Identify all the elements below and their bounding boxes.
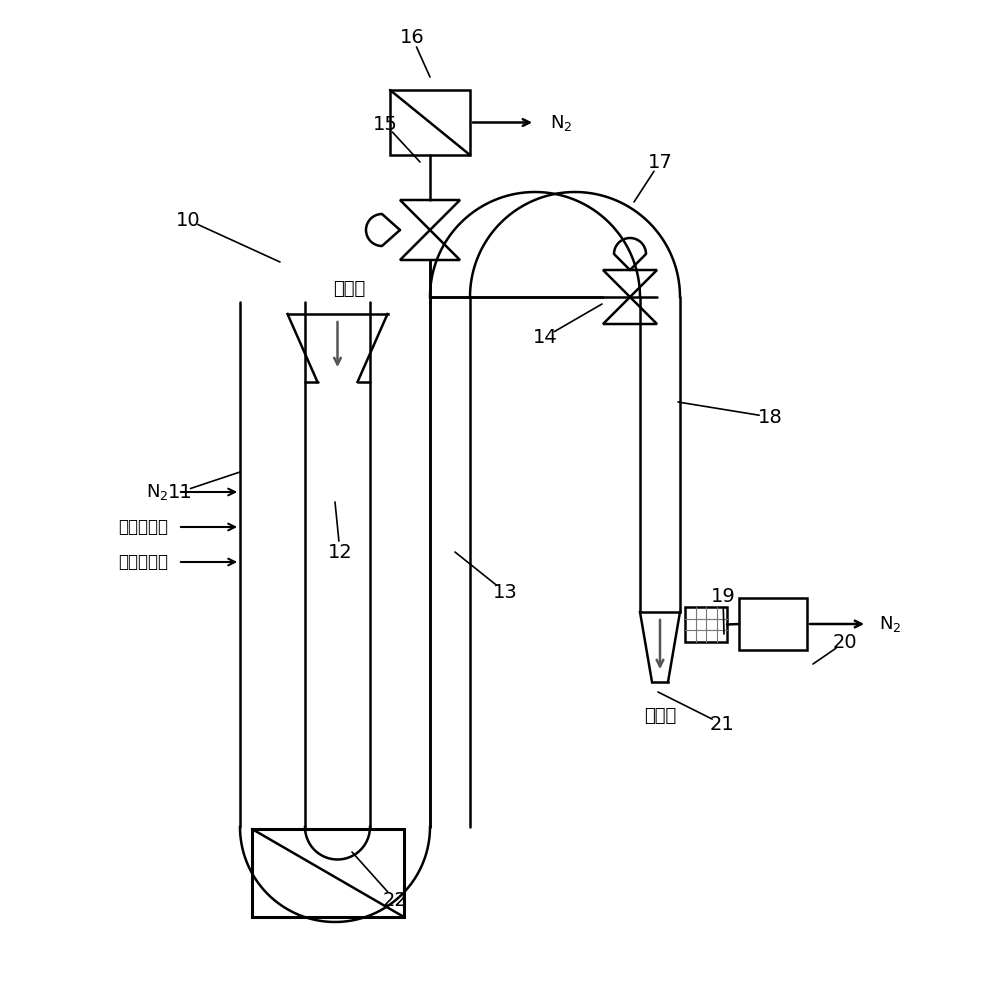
Text: 15: 15 [373,115,397,134]
Text: 10: 10 [176,210,200,230]
Text: N$_2$: N$_2$ [879,614,901,634]
Text: 16: 16 [400,27,424,46]
Text: 22: 22 [383,891,407,909]
Polygon shape [400,200,460,230]
Text: 12: 12 [328,542,352,562]
Polygon shape [603,270,657,297]
Polygon shape [603,297,657,324]
Text: 第二前驱体: 第二前驱体 [118,553,168,571]
Text: 出料口: 出料口 [644,707,676,725]
Bar [685,607,727,642]
Text: 18: 18 [758,408,782,426]
Text: 11: 11 [168,482,192,502]
Bar [390,90,470,155]
Text: 20: 20 [833,632,857,651]
Polygon shape [400,230,460,260]
Text: 19: 19 [711,587,735,607]
Text: 14: 14 [533,328,557,347]
Text: N$_2$: N$_2$ [550,113,572,133]
Text: 第一前驱体: 第一前驱体 [118,518,168,536]
Text: 13: 13 [493,582,517,602]
Bar [252,829,404,917]
Text: 17: 17 [648,152,672,172]
Text: 21: 21 [710,715,734,734]
Text: 进料口: 进料口 [333,280,366,298]
Text: N$_2$: N$_2$ [146,482,168,502]
Bar [739,598,807,650]
